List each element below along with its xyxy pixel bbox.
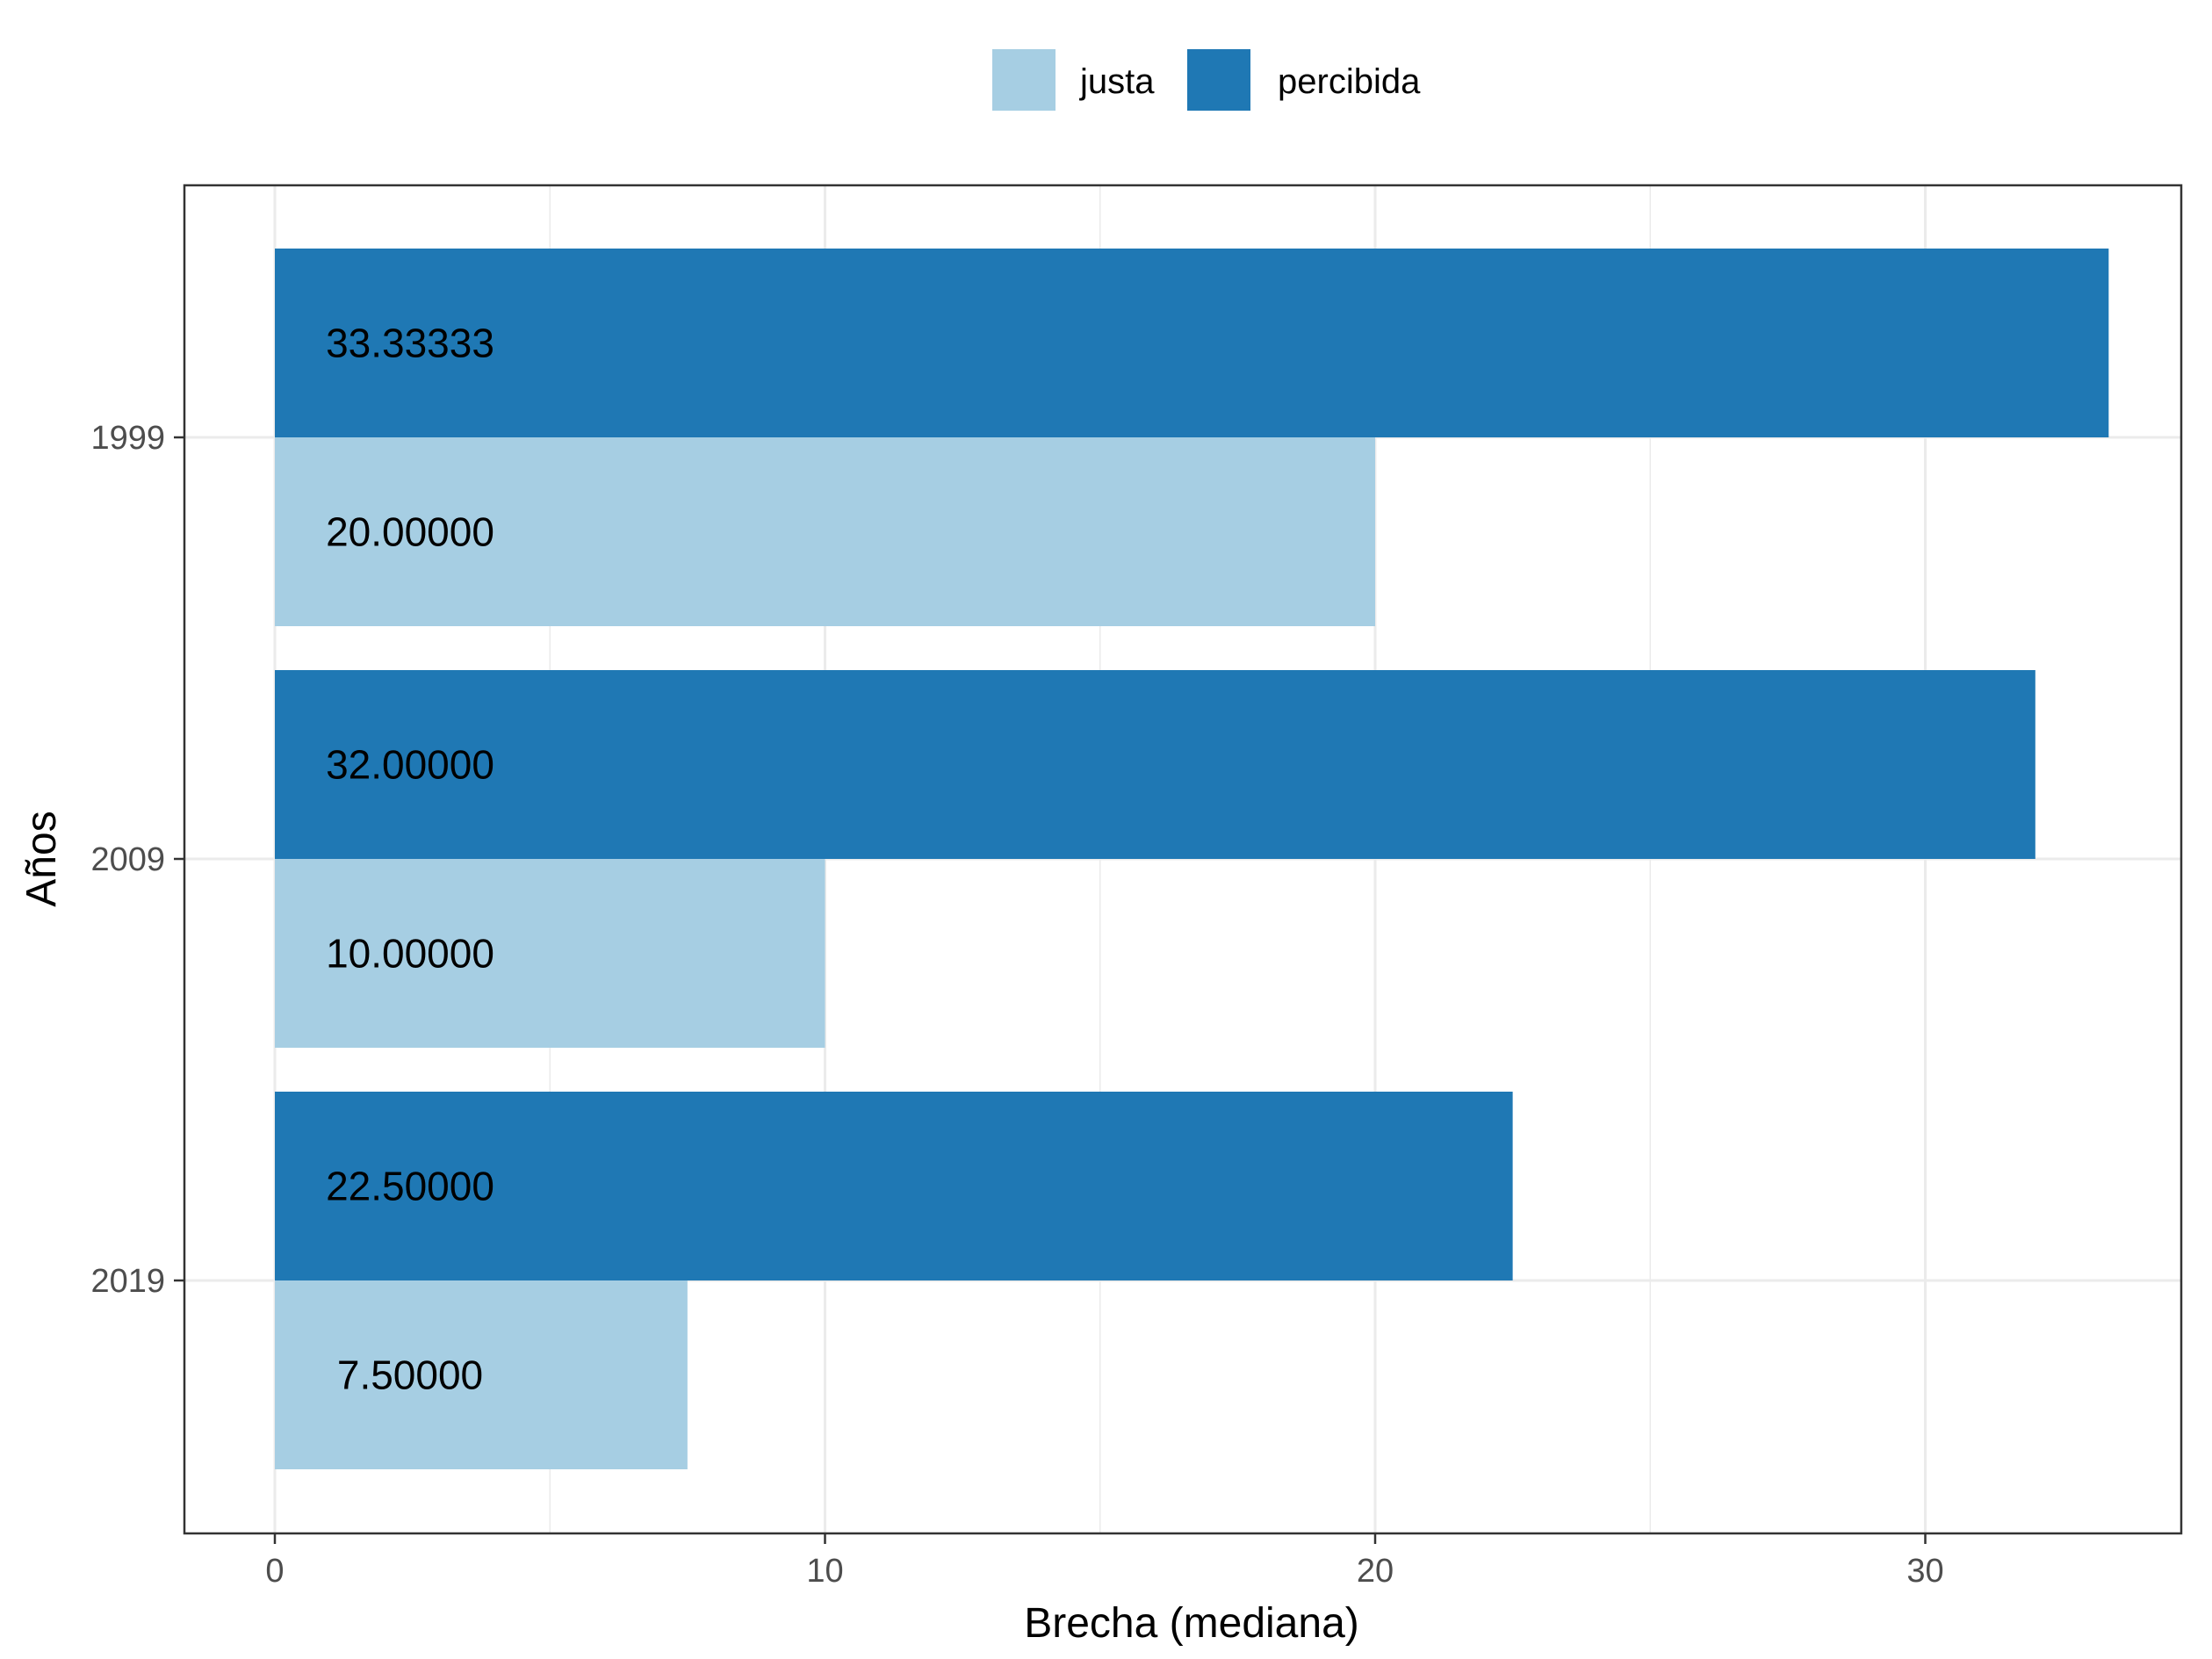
bar-justa-2009 [275, 859, 825, 1048]
y-axis: 1999 2009 2019 [90, 420, 184, 1300]
data-label-percibida-1999: 33.33333 [326, 321, 494, 366]
x-tick-label: 10 [806, 1553, 843, 1590]
data-label-percibida-2019: 22.50000 [326, 1164, 494, 1209]
bar-justa-2019 [275, 1280, 688, 1469]
data-label-justa-2019: 7.50000 [337, 1352, 483, 1398]
y-axis-title: Años [18, 811, 65, 906]
data-labels: 20.00000 33.33333 10.00000 32.00000 7.50000 2… [326, 321, 494, 1398]
legend-label-percibida: percibida [1278, 62, 1421, 101]
data-label-percibida-2009: 32.00000 [326, 742, 494, 788]
bar-percibida-2009 [275, 670, 2035, 859]
bars [275, 249, 2109, 1469]
x-axis: 0 10 20 30 [265, 1533, 1944, 1590]
x-tick-label: 0 [265, 1553, 284, 1590]
legend: justa percibida [992, 49, 1421, 111]
legend-label-justa: justa [1079, 62, 1155, 101]
bar-percibida-2019 [275, 1092, 1513, 1280]
x-tick-label: 30 [1906, 1553, 1943, 1590]
data-label-justa-2009: 10.00000 [326, 931, 494, 977]
legend-key-justa [992, 49, 1056, 111]
y-tick-label: 1999 [90, 420, 165, 457]
data-label-justa-1999: 20.00000 [326, 509, 494, 555]
x-tick-label: 20 [1357, 1553, 1394, 1590]
plot-panel: 20.00000 33.33333 10.00000 32.00000 7.50000 2… [183, 184, 2183, 1535]
y-tick-label: 2019 [90, 1263, 165, 1300]
bar-justa-1999 [275, 437, 1375, 626]
x-axis-title: Brecha (mediana) [1024, 1600, 1359, 1647]
y-tick-label: 2009 [90, 841, 165, 878]
legend-key-percibida [1187, 49, 1250, 111]
bar-percibida-1999 [275, 249, 2109, 437]
